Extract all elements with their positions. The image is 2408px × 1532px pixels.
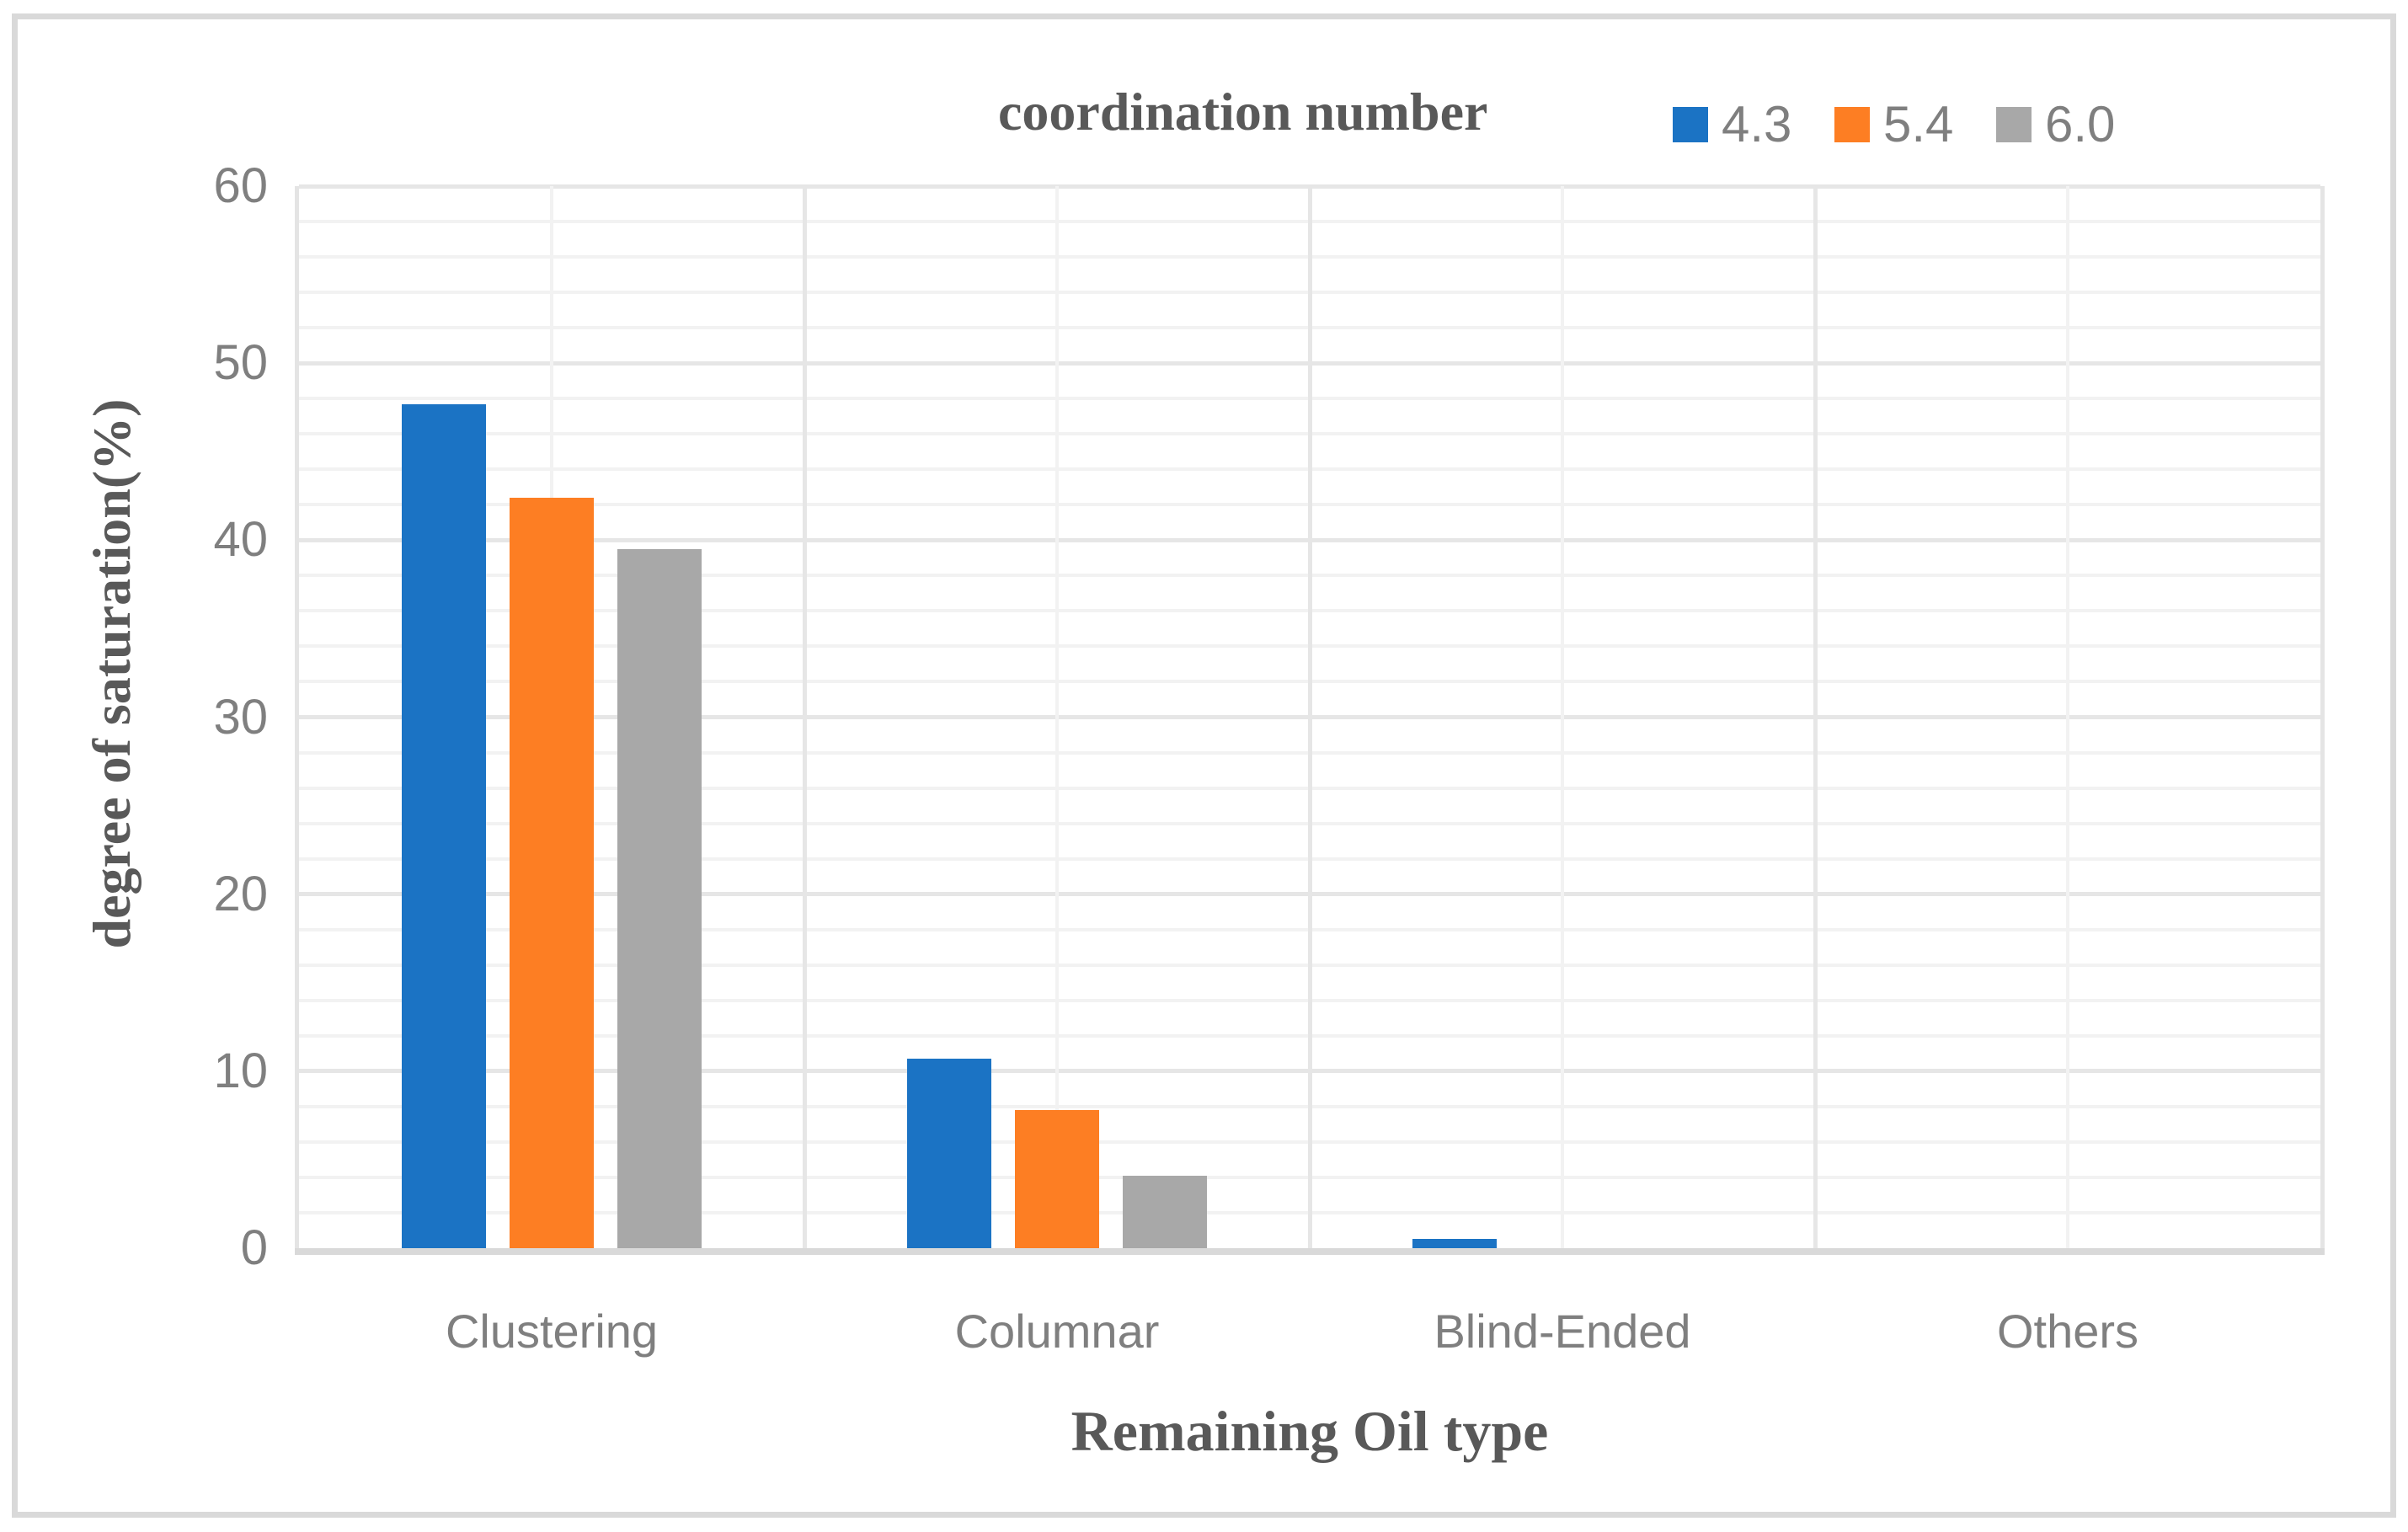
gridline-vertical-minor bbox=[1561, 186, 1564, 1248]
legend-title: coordination number bbox=[998, 82, 1488, 141]
legend-label: 6.0 bbox=[2045, 96, 2116, 152]
gridline-vertical-major bbox=[803, 186, 807, 1248]
bar-columnar-4-3 bbox=[907, 1059, 991, 1248]
x-category-label: Columnar bbox=[954, 1305, 1160, 1358]
y-tick-label: 20 bbox=[213, 866, 268, 921]
y-axis-line bbox=[295, 186, 299, 1248]
x-axis-title: Remaining Oil type bbox=[1071, 1399, 1549, 1463]
y-tick-label: 50 bbox=[213, 335, 268, 391]
x-category-label: Clustering bbox=[445, 1305, 659, 1358]
legend-item-4-3: 4.3 bbox=[1673, 95, 1791, 153]
legend-swatch-blue-icon bbox=[1673, 106, 1708, 142]
y-axis-title: degree of saturation(%) bbox=[82, 398, 141, 949]
legend-swatch-orange-icon bbox=[1834, 106, 1870, 142]
chart-border bbox=[12, 13, 2396, 1518]
y-tick-label: 40 bbox=[213, 512, 268, 568]
x-category-label: Others bbox=[1996, 1305, 2139, 1358]
legend-swatch-gray-icon bbox=[1996, 106, 2032, 142]
gridline-vertical-minor bbox=[2066, 186, 2069, 1248]
bar-clustering-6-0 bbox=[617, 549, 702, 1248]
legend-label: 4.3 bbox=[1722, 96, 1792, 152]
bar-columnar-6-0 bbox=[1123, 1176, 1207, 1248]
gridline-vertical-major bbox=[1813, 186, 1818, 1248]
bar-clustering-4-3 bbox=[402, 404, 486, 1248]
y-tick-label: 30 bbox=[213, 689, 268, 745]
plot-right-edge bbox=[2320, 186, 2325, 1248]
bar-columnar-5-4 bbox=[1015, 1110, 1099, 1248]
y-tick-label: 60 bbox=[213, 158, 268, 213]
x-axis-line bbox=[295, 1248, 2325, 1255]
x-category-label: Blind-Ended bbox=[1434, 1305, 1691, 1358]
legend-label: 5.4 bbox=[1883, 96, 1954, 152]
plot-area bbox=[295, 184, 2325, 1255]
y-tick-label: 10 bbox=[213, 1043, 268, 1098]
legend-item-6-0: 6.0 bbox=[1996, 95, 2115, 153]
y-tick-label: 0 bbox=[240, 1220, 268, 1275]
gridline-vertical-major bbox=[1308, 186, 1312, 1248]
bar-clustering-5-4 bbox=[510, 498, 594, 1248]
legend-item-5-4: 5.4 bbox=[1834, 95, 1953, 153]
gridline-vertical-minor bbox=[1055, 186, 1059, 1248]
bar-blind-ended-4-3 bbox=[1412, 1239, 1497, 1248]
